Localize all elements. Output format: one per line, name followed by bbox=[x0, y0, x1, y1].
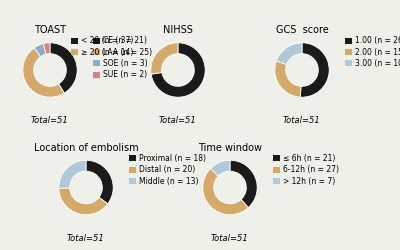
Title: TOAST: TOAST bbox=[34, 25, 66, 35]
Text: Total=51: Total=51 bbox=[159, 116, 197, 125]
Legend: Proximal (n = 18), Distal (n = 20), Middle (n = 13): Proximal (n = 18), Distal (n = 20), Midd… bbox=[129, 154, 206, 186]
Title: GCS  score: GCS score bbox=[276, 25, 328, 35]
Legend: ≤ 6h (n = 21), 6-12h (n = 27), > 12h (n = 7): ≤ 6h (n = 21), 6-12h (n = 27), > 12h (n … bbox=[273, 154, 339, 186]
Wedge shape bbox=[230, 160, 257, 208]
Legend: 1.00 (n = 26), 2.00 (n = 15), 3.00 (n = 10): 1.00 (n = 26), 2.00 (n = 15), 3.00 (n = … bbox=[345, 36, 400, 68]
Text: Total=51: Total=51 bbox=[211, 234, 249, 243]
Wedge shape bbox=[59, 188, 108, 215]
Wedge shape bbox=[43, 43, 50, 54]
Legend: CE (n = 21), LAA (n = 25), SOE (n = 3), SUE (n = 2): CE (n = 21), LAA (n = 25), SOE (n = 3), … bbox=[93, 36, 152, 79]
Text: Total=51: Total=51 bbox=[67, 234, 105, 243]
Text: Total=51: Total=51 bbox=[283, 116, 321, 125]
Wedge shape bbox=[210, 160, 230, 176]
Wedge shape bbox=[59, 160, 86, 188]
Wedge shape bbox=[276, 43, 302, 64]
Wedge shape bbox=[151, 43, 178, 74]
Title: Location of embolism: Location of embolism bbox=[34, 143, 138, 153]
Wedge shape bbox=[151, 43, 205, 97]
Title: NIHSS: NIHSS bbox=[163, 25, 193, 35]
Wedge shape bbox=[34, 44, 46, 57]
Wedge shape bbox=[275, 61, 301, 97]
Title: Time window: Time window bbox=[198, 143, 262, 153]
Wedge shape bbox=[300, 43, 329, 97]
Wedge shape bbox=[23, 48, 64, 97]
Wedge shape bbox=[203, 168, 248, 215]
Legend: < 20 (n = 37), ≥ 20 (n = 14): < 20 (n = 37), ≥ 20 (n = 14) bbox=[71, 36, 133, 57]
Wedge shape bbox=[86, 160, 113, 204]
Text: Total=51: Total=51 bbox=[31, 116, 69, 125]
Wedge shape bbox=[50, 43, 77, 93]
